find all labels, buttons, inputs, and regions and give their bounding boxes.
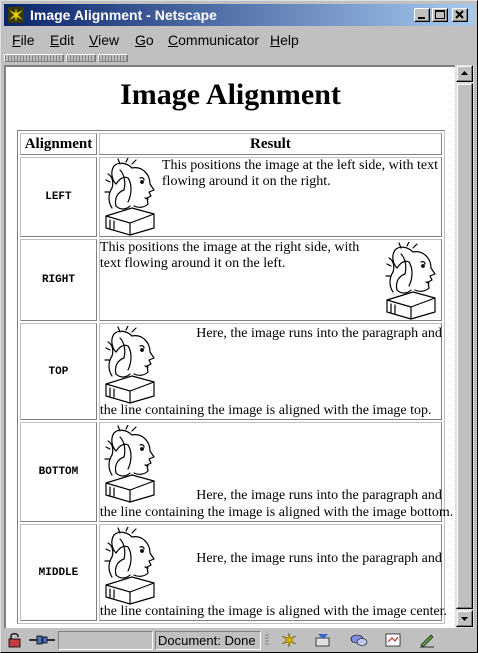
- window-title: Image Alignment - Netscape: [30, 7, 217, 23]
- menu-bar: File Edit View Go Communicator Help: [4, 28, 474, 52]
- result-cell: This positions the image at the right si…: [98, 239, 442, 321]
- netscape-app-icon: [8, 7, 24, 23]
- progress-panel: [58, 631, 153, 650]
- scroll-thumb[interactable]: [456, 83, 473, 609]
- panel-grip-icon: [265, 634, 269, 645]
- table-row: MIDDLE Here, the image runs into the par…: [20, 524, 448, 621]
- column-header-result: Result: [98, 133, 442, 155]
- sketch-face-image: [102, 425, 158, 503]
- table-row: RIGHT This positions the image at the ri…: [20, 239, 442, 321]
- arrow-down-icon: [461, 617, 468, 621]
- result-cell: Here, the image runs into the paragraph …: [98, 323, 442, 420]
- edit-pen-icon[interactable]: [418, 632, 436, 648]
- vertical-scrollbar[interactable]: [455, 65, 474, 628]
- title-bar[interactable]: Image Alignment - Netscape: [4, 4, 474, 26]
- close-icon: [455, 10, 464, 19]
- alignment-label: RIGHT: [20, 239, 97, 321]
- minimize-icon: [418, 17, 425, 19]
- maximize-button[interactable]: [432, 8, 448, 22]
- alignment-label: LEFT: [20, 157, 97, 237]
- sketch-face-image: [383, 242, 439, 320]
- result-cell: This positions the image at the left sid…: [98, 157, 442, 237]
- result-text-line: the line containing the image is aligned…: [99, 505, 454, 520]
- status-text: Document: Done: [155, 631, 261, 650]
- discussion-groups-icon[interactable]: [350, 632, 368, 648]
- collapsed-toolbars: [4, 54, 474, 63]
- sketch-face-image: [102, 158, 158, 236]
- result-text-line: Here, the image runs into the paragraph …: [196, 326, 442, 341]
- minimize-button[interactable]: [414, 8, 430, 22]
- menu-help[interactable]: Help: [270, 32, 299, 48]
- sketch-face-image: [102, 527, 158, 605]
- table-header-row: Alignment Result: [20, 133, 442, 155]
- table-row: BOTTOM Here, the image runs into the par…: [20, 422, 454, 522]
- result-text-line: Here, the image runs into the paragraph …: [196, 488, 442, 503]
- result-cell: Here, the image runs into the paragraph …: [98, 422, 454, 522]
- result-text-line: the line containing the image is aligned…: [99, 604, 448, 619]
- menu-communicator[interactable]: Communicator: [168, 32, 260, 48]
- result-text-line: Here, the image runs into the paragraph …: [196, 551, 442, 566]
- alignment-table: Alignment Result LEFT This positions the…: [17, 130, 454, 624]
- scroll-up-button[interactable]: [456, 65, 473, 82]
- alignment-label: TOP: [20, 323, 97, 420]
- alignment-label: BOTTOM: [20, 422, 97, 522]
- scroll-down-button[interactable]: [456, 610, 473, 627]
- menu-go[interactable]: Go: [135, 32, 154, 48]
- menu-file[interactable]: File: [12, 32, 35, 48]
- close-button[interactable]: [452, 8, 468, 22]
- navigator-icon[interactable]: [280, 632, 298, 648]
- menu-view[interactable]: View: [89, 32, 120, 48]
- toolbar-grip-navigation[interactable]: [4, 54, 64, 62]
- table-row: TOP Here, the image runs into the paragr…: [20, 323, 442, 420]
- column-header-alignment: Alignment: [20, 133, 97, 155]
- result-text-line: the line containing the image is aligned…: [99, 403, 432, 418]
- table-row: LEFT This positions the image at the lef…: [20, 157, 442, 237]
- result-cell: Here, the image runs into the paragraph …: [98, 524, 448, 621]
- menu-edit[interactable]: Edit: [50, 32, 75, 48]
- maximize-icon: [435, 10, 445, 19]
- page-viewport[interactable]: Image Alignment Alignment Result LEFT Th…: [4, 65, 455, 628]
- sketch-face-image: [102, 326, 158, 404]
- arrow-up-icon: [461, 71, 468, 75]
- connection-plug-icon: [29, 635, 55, 645]
- page-title: Image Alignment: [120, 78, 341, 111]
- result-text: This positions the image at the left sid…: [161, 158, 438, 189]
- result-text: This positions the image at the right si…: [99, 240, 360, 271]
- toolbar-grip-location[interactable]: [66, 54, 96, 62]
- toolbar-grip-personal[interactable]: [98, 54, 128, 62]
- security-lock-icon[interactable]: [6, 632, 24, 648]
- composer-icon[interactable]: [384, 632, 402, 648]
- alignment-label: MIDDLE: [20, 524, 97, 621]
- status-bar: Document: Done: [4, 630, 474, 651]
- mail-icon[interactable]: [314, 632, 332, 648]
